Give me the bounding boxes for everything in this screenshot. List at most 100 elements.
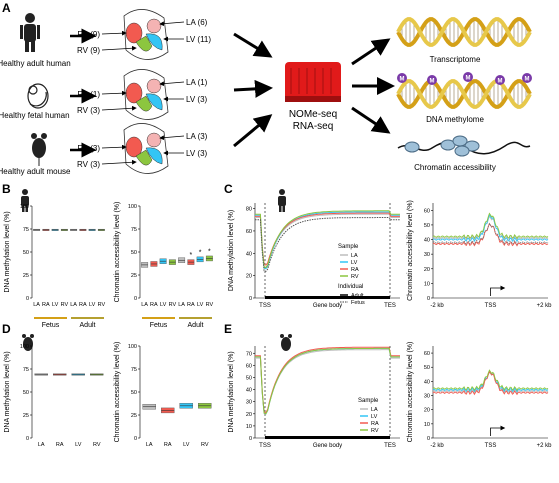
y-tick-label: 100 bbox=[128, 344, 137, 350]
arrow-icon bbox=[101, 30, 127, 36]
y-tick-label: 75 bbox=[131, 227, 137, 233]
mouse-icon bbox=[280, 334, 292, 351]
chart-D-methylation: 0 25 50 75 100 DNA methylation level (%) LA RA L… bbox=[4, 344, 104, 448]
chamber-label-rv: RV (3) bbox=[77, 160, 100, 169]
x-tick-label: LV bbox=[89, 302, 96, 308]
y-axis-label: Chromatin accessibility level (%) bbox=[407, 342, 414, 443]
x-tick-label: RV bbox=[61, 302, 69, 308]
chamber-label-la: LA (3) bbox=[186, 132, 208, 141]
legend-label: LV bbox=[371, 414, 378, 420]
series-line bbox=[432, 215, 549, 241]
methyl-mark-icon bbox=[463, 72, 473, 82]
y-tick-label: 100 bbox=[20, 204, 29, 210]
legend-label: RV bbox=[351, 274, 359, 280]
x-tick-label: +2 kb bbox=[537, 443, 553, 449]
y-tick-label: 50 bbox=[424, 223, 430, 229]
heart-icon: RA (9) RV (9) LA (6) LV (11) bbox=[77, 9, 211, 60]
x-tick-label: RA bbox=[187, 302, 195, 308]
y-tick-label: 30 bbox=[246, 400, 252, 406]
y-tick-label: 50 bbox=[246, 375, 252, 381]
chamber-label-lv: LV (11) bbox=[186, 35, 211, 44]
y-tick-label: 10 bbox=[424, 422, 430, 428]
arrow-icon bbox=[351, 106, 391, 134]
y-tick-label: 50 bbox=[424, 365, 430, 371]
methyl-mark-label: M bbox=[400, 77, 405, 83]
chromatin-icon bbox=[397, 135, 531, 157]
y-axis-label: DNA methylation level (%) bbox=[228, 210, 235, 291]
x-tick-label: +2 kb bbox=[537, 303, 553, 309]
arrow-icon bbox=[101, 144, 127, 150]
methyl-mark-label: M bbox=[430, 79, 435, 85]
chamber-label-rv: RV (3) bbox=[77, 106, 100, 115]
adult-human-icon bbox=[21, 189, 29, 212]
output-methylome: DNA methylome bbox=[426, 115, 484, 124]
chart-C-methylation: 0 20 40 60 80 DNA methylation level (%) TSS Gen… bbox=[228, 203, 400, 309]
chart-C-accessibility: 0 10 20 30 40 50 60 Chromatin accessibility lev… bbox=[407, 200, 552, 309]
y-tick-label: 25 bbox=[23, 413, 29, 419]
chart-B-accessibility: 0 25 50 75 100 Chromatin accessibility level … bbox=[114, 202, 213, 329]
chart-E-accessibility: 0 10 20 30 40 50 60 Chromatin accessibility lev… bbox=[407, 342, 552, 449]
y-tick-label: 40 bbox=[424, 238, 430, 244]
x-tick-label: -2 kb bbox=[430, 303, 444, 309]
series-line bbox=[432, 370, 549, 396]
significance-star: * bbox=[199, 249, 202, 256]
y-axis-label: Chromatin accessibility level (%) bbox=[407, 200, 414, 301]
chamber-label-la: LA (6) bbox=[186, 18, 208, 27]
series-line bbox=[432, 214, 549, 243]
y-tick-label: 40 bbox=[246, 388, 252, 394]
legend-label: RA bbox=[351, 267, 359, 273]
y-tick-label: 0 bbox=[26, 436, 29, 442]
y-tick-label: 0 bbox=[249, 296, 252, 302]
y-tick-label: 60 bbox=[424, 208, 430, 214]
y-tick-label: 0 bbox=[427, 296, 430, 302]
y-tick-label: 30 bbox=[424, 252, 430, 258]
chamber-label-ra: RA (1) bbox=[77, 90, 100, 99]
arrow-icon bbox=[101, 90, 127, 96]
x-tick-label: RV bbox=[169, 302, 177, 308]
y-axis-label: DNA methylation level (%) bbox=[4, 351, 11, 432]
sequencer-icon bbox=[285, 62, 341, 102]
y-tick-label: 60 bbox=[246, 229, 252, 235]
y-tick-label: 70 bbox=[246, 351, 252, 357]
adult-human-icon bbox=[278, 189, 286, 212]
panel-label-e: E bbox=[224, 322, 232, 336]
source-label-adult-mouse: Healthy adult mouse bbox=[0, 167, 71, 176]
chamber-label-ra: RA (3) bbox=[77, 144, 100, 153]
chamber-label-lv: LV (3) bbox=[186, 149, 208, 158]
y-tick-label: 10 bbox=[246, 424, 252, 430]
y-tick-label: 0 bbox=[26, 296, 29, 302]
legend-label: LA bbox=[371, 407, 378, 413]
y-axis-label: Chromatin accessibility level (%) bbox=[114, 342, 121, 443]
y-axis-label: DNA methylation level (%) bbox=[4, 211, 11, 292]
mouse-icon bbox=[22, 334, 34, 351]
legend-title: Individual bbox=[338, 284, 363, 290]
group-label: Adult bbox=[188, 322, 204, 329]
y-axis-label: DNA methylation level (%) bbox=[228, 351, 235, 432]
x-tick-label: LV bbox=[75, 442, 82, 448]
series-line bbox=[432, 222, 549, 246]
legend-label: RV bbox=[371, 428, 379, 434]
y-tick-label: 40 bbox=[424, 379, 430, 385]
y-tick-label: 75 bbox=[23, 227, 29, 233]
arrow-icon bbox=[233, 79, 273, 98]
chart-D-accessibility: 0 25 50 75 100 Chromatin accessibility level … bbox=[114, 342, 212, 448]
output-transcriptome: Transcriptome bbox=[430, 55, 481, 64]
heart-icon: RA (1) RV (3) LA (1) LV (3) bbox=[77, 69, 208, 120]
series-line bbox=[255, 347, 400, 415]
fetus-icon bbox=[27, 83, 49, 109]
x-tick-label: TSS bbox=[259, 303, 271, 309]
arrow-icon bbox=[159, 135, 185, 141]
x-tick-label: LV bbox=[160, 302, 167, 308]
x-tick-label: RA bbox=[150, 302, 158, 308]
group-label: Adult bbox=[80, 322, 96, 329]
group-label: Fetus bbox=[42, 322, 60, 329]
arrow-icon bbox=[101, 159, 137, 165]
x-tick-label: RA bbox=[79, 302, 87, 308]
x-tick-label: LA bbox=[33, 302, 40, 308]
legend-label: LV bbox=[351, 260, 358, 266]
panel-label-d: D bbox=[2, 322, 11, 336]
y-tick-label: 25 bbox=[131, 413, 137, 419]
